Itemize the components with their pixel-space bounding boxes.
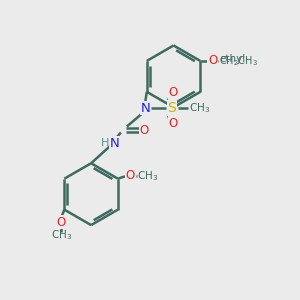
Text: ethyl: ethyl [219,55,245,64]
Text: N: N [110,137,119,150]
Text: S: S [167,101,176,115]
Text: O: O [139,124,148,136]
Text: N: N [140,101,150,115]
Text: O: O [57,216,66,229]
Text: H: H [101,138,110,148]
Text: CH$_3$: CH$_3$ [137,169,158,183]
Text: O: O [126,169,135,182]
Text: CH$_2$CH$_3$: CH$_2$CH$_3$ [219,54,258,68]
Text: CH$_3$: CH$_3$ [190,101,211,115]
Text: O: O [169,86,178,99]
Text: CH$_3$: CH$_3$ [51,228,72,242]
Text: O: O [208,54,217,68]
Text: O: O [169,117,178,130]
